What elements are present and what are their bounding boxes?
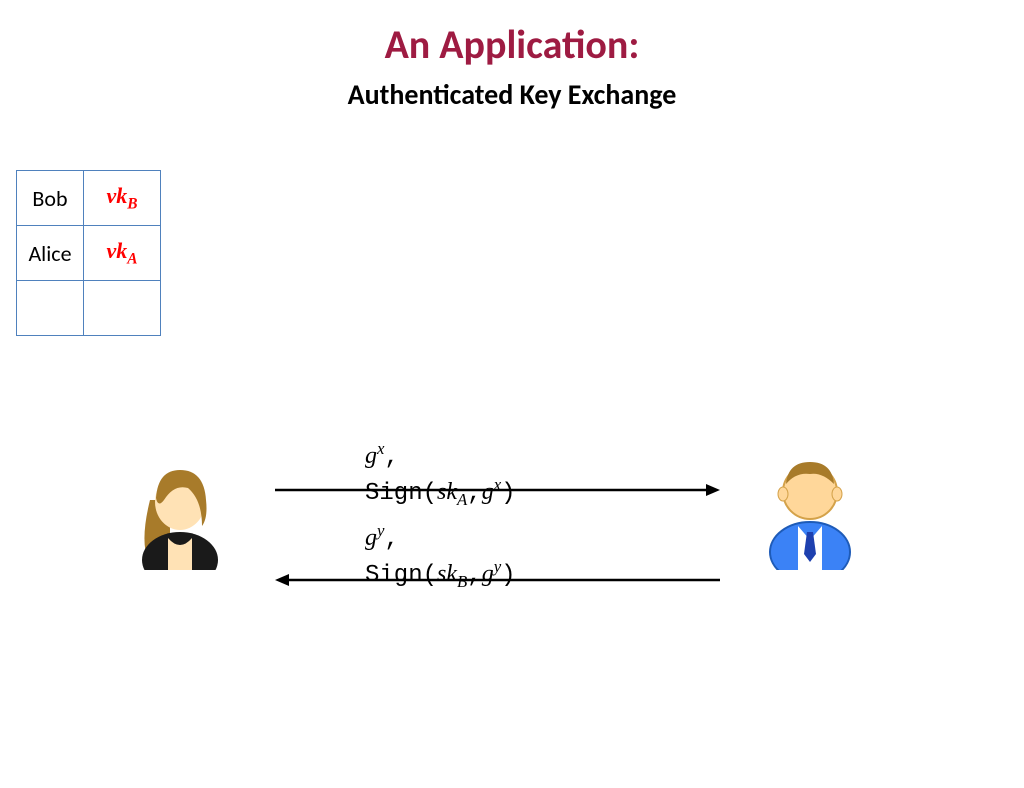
table-name-cell (17, 281, 84, 336)
msg1-close: ) (501, 480, 515, 507)
bob-figure (770, 462, 850, 570)
msg2-comma1: , (384, 526, 398, 553)
msg2-mid: , (467, 562, 481, 589)
msg1-line1: gx, (365, 438, 516, 474)
alice-icon (130, 460, 230, 570)
msg2-line2: Sign(skB,gy) (365, 556, 516, 593)
bob-ear-r (832, 487, 842, 501)
table-vk-cell: vkB (84, 171, 161, 226)
msg2-sign: Sign( (365, 562, 437, 589)
msg2-line1: gy, (365, 520, 516, 556)
verification-key-table: BobvkBAlicevkA (16, 170, 161, 336)
table-vk-cell (84, 281, 161, 336)
msg1-mid: , (467, 480, 481, 507)
msg1-sksub: A (457, 490, 467, 509)
table-name-cell: Bob (17, 171, 84, 226)
msg1-line2: Sign(skA,gx) (365, 474, 516, 511)
slide-title: An Application: (0, 20, 1024, 69)
key-table-body: BobvkBAlicevkA (17, 171, 161, 336)
msg1-sign: Sign( (365, 480, 437, 507)
message-1: gx, Sign(skA,gx) (365, 438, 516, 512)
msg1-g1: g (365, 443, 377, 469)
table-vk-cell: vkA (84, 226, 161, 281)
msg2-g2: g (482, 561, 494, 587)
msg2-g1: g (365, 525, 377, 551)
alice-figure (142, 470, 218, 570)
msg1-g2: g (482, 479, 494, 505)
msg1-sk: sk (437, 479, 457, 505)
msg2-close: ) (501, 562, 515, 589)
table-name-cell: Alice (17, 226, 84, 281)
bob-ear-l (778, 487, 788, 501)
message-2: gy, Sign(skB,gy) (365, 520, 516, 594)
msg2-sksub: B (457, 572, 467, 591)
slide-subtitle: Authenticated Key Exchange (0, 77, 1024, 112)
msg1-comma1: , (384, 444, 398, 471)
msg2-sk: sk (437, 561, 457, 587)
bob-icon (760, 450, 860, 570)
